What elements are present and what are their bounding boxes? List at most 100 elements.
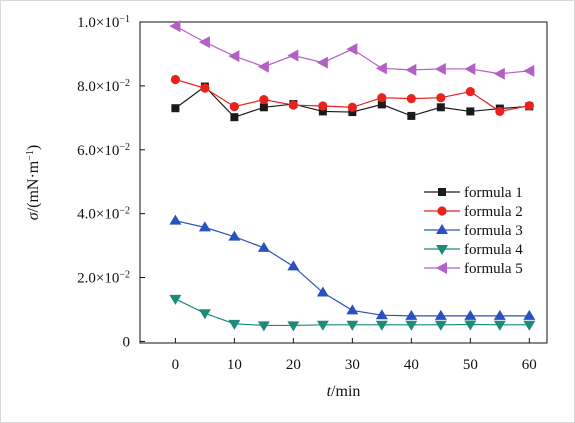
data-point	[169, 20, 181, 33]
data-point	[464, 309, 477, 320]
data-point	[257, 241, 270, 252]
plot-area	[139, 21, 548, 344]
data-point	[375, 62, 387, 75]
data-point	[434, 320, 447, 331]
data-point	[171, 104, 180, 113]
y-axis: 0 2.0×10−2 4.0×10−2 6.0×10−2 8.0×10−2 1.0×10−…	[77, 14, 145, 350]
legend-item: formula 2	[424, 204, 523, 220]
series-3	[169, 214, 536, 320]
data-point	[287, 321, 300, 332]
legend-marker	[436, 245, 448, 255]
legend-marker	[438, 188, 446, 196]
data-point	[405, 63, 417, 76]
legend-marker	[437, 206, 447, 216]
legend: formula 1 formula 2 formula 3 formula 4 form…	[424, 185, 523, 277]
data-point	[375, 320, 388, 331]
legend-marker	[436, 262, 447, 274]
data-point	[434, 62, 446, 75]
x-tick-label: 0	[172, 357, 180, 373]
y-tick-label: 0	[123, 334, 131, 350]
data-point	[259, 103, 268, 112]
legend-marker	[436, 224, 448, 234]
legend-item: formula 5	[424, 261, 523, 277]
data-point	[523, 64, 535, 77]
data-point	[259, 95, 269, 105]
x-tick-label: 20	[286, 357, 301, 373]
x-tick-label: 10	[227, 357, 242, 373]
x-axis-title: t/min	[327, 383, 361, 400]
data-point	[257, 60, 269, 73]
x-axis: 0 10 20 30 40 50 60	[172, 338, 537, 373]
data-point	[318, 101, 328, 111]
y-tick-label: 2.0×10−2	[77, 269, 130, 287]
data-point	[405, 320, 418, 331]
legend-item: formula 1	[424, 185, 523, 201]
series-5	[169, 20, 535, 80]
series-layer	[169, 20, 536, 332]
y-axis-title: σ/(mN·m−1)	[25, 145, 43, 220]
data-point	[523, 309, 536, 320]
data-point	[493, 320, 506, 331]
data-point	[230, 113, 239, 122]
data-point	[316, 320, 329, 331]
data-point	[200, 83, 210, 93]
data-point	[229, 102, 239, 112]
data-point	[436, 93, 446, 103]
data-point	[198, 36, 210, 49]
data-point	[198, 221, 211, 232]
y-tick-label: 4.0×10−2	[77, 205, 130, 223]
data-point	[406, 94, 416, 104]
legend-label: formula 2	[464, 204, 523, 220]
data-point	[407, 111, 416, 120]
data-point	[464, 320, 477, 331]
series-4	[169, 294, 536, 332]
data-point	[524, 101, 534, 111]
data-point	[523, 320, 536, 331]
data-point	[198, 309, 211, 320]
data-point	[288, 100, 298, 110]
y-tick-label: 1.0×10−1	[77, 14, 130, 32]
data-point	[493, 309, 506, 320]
legend-label: formula 4	[464, 242, 523, 258]
data-point	[228, 319, 241, 330]
data-point	[346, 320, 359, 331]
data-point	[170, 74, 180, 85]
data-point	[316, 56, 328, 69]
data-point	[228, 230, 241, 241]
data-point	[377, 100, 386, 109]
data-point	[493, 67, 505, 80]
data-point	[465, 87, 475, 97]
legend-item: formula 3	[424, 223, 523, 239]
data-point	[169, 214, 182, 225]
data-point	[436, 103, 445, 112]
data-point	[377, 93, 387, 103]
data-point	[348, 108, 357, 117]
data-point	[169, 294, 182, 305]
data-point	[495, 106, 505, 117]
legend-label: formula 3	[464, 223, 523, 239]
x-tick-label: 60	[522, 357, 537, 373]
x-tick-label: 40	[404, 357, 419, 373]
data-point	[316, 286, 329, 297]
legend-item: formula 4	[424, 242, 523, 258]
data-point	[434, 309, 447, 320]
legend-label: formula 5	[464, 261, 523, 277]
data-point	[318, 107, 327, 116]
data-point	[346, 304, 359, 315]
data-point	[287, 49, 299, 62]
data-point	[287, 260, 300, 271]
y-tick-label: 6.0×10−2	[77, 141, 130, 159]
x-tick-label: 30	[345, 357, 360, 373]
data-point	[257, 321, 270, 332]
data-point	[347, 102, 357, 112]
data-point	[466, 107, 475, 116]
legend-label: formula 1	[464, 185, 523, 201]
series-2	[170, 74, 534, 117]
y-tick-label: 8.0×10−2	[77, 77, 130, 95]
data-point	[375, 309, 388, 320]
data-point	[405, 309, 418, 320]
x-tick-label: 50	[463, 357, 478, 373]
data-point	[346, 43, 358, 56]
data-point	[228, 50, 240, 63]
